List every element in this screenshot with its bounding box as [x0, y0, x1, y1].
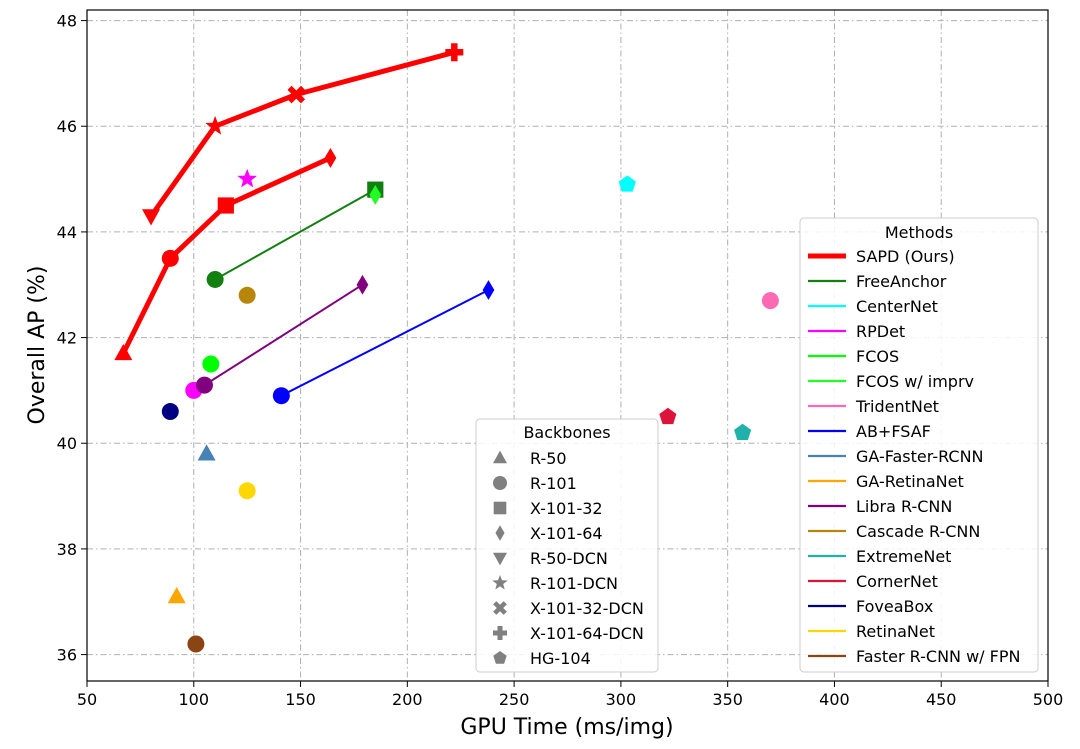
ga-faster-rcnn-r-50-point — [197, 444, 216, 461]
y-tick-label: 44 — [57, 223, 77, 242]
ab-fsaf-line — [280, 289, 489, 397]
legend-label-x-101-64-dcn: X-101-64-DCN — [530, 624, 644, 643]
rpdet-r-101-dcn-point — [237, 168, 257, 188]
y-axis-title: Overall AP (%) — [25, 266, 50, 425]
ga-retinanet-r-50-point — [167, 587, 186, 604]
legend-label-fcos-w-imprv: FCOS w/ imprv — [856, 372, 974, 391]
series-lines — [121, 49, 489, 397]
legend-marker-hg-104 — [493, 651, 507, 664]
x-tick-label: 400 — [819, 690, 850, 709]
legend-label-x-101-64: X-101-64 — [530, 524, 603, 543]
foveabox-r-101-point — [161, 403, 179, 421]
legend-marker-r-50-dcn — [493, 552, 507, 566]
extremenet-hg-104-point — [734, 423, 752, 440]
faster-r-cnn-w-fpn-r-101-point — [187, 635, 205, 653]
sapd-ours-x-101-32-point — [217, 197, 234, 214]
x-tick-label: 200 — [392, 690, 423, 709]
ab-fsaf-r-101-point — [272, 387, 290, 405]
x-tick-label: 500 — [1033, 690, 1064, 709]
sapd-ours-r-101-dcn-point — [205, 115, 225, 135]
backbones-legend: Backbones R-50 R-101 X-101-32 X-101-64 R-50-… — [475, 418, 659, 673]
y-tick-label: 46 — [57, 117, 77, 136]
sapd-ours-x-101-64-point — [324, 148, 337, 168]
legend-label-cascade-r-cnn: Cascade R-CNN — [856, 522, 980, 541]
legend-marker-x-101-64-dcn — [493, 626, 507, 640]
sapd-ours-line — [149, 49, 455, 218]
legend-label-ga-retinanet: GA-RetinaNet — [856, 472, 964, 491]
legend-label-extremenet: ExtremeNet — [856, 547, 951, 566]
sapd-ours-r-50-dcn-point — [142, 209, 161, 226]
libra-r-cnn-x-101-64-point — [356, 274, 369, 295]
x-axis-title: GPU Time (ms/img) — [460, 715, 673, 740]
x-tick-label: 350 — [712, 690, 743, 709]
sapd-ours-x-101-64-dcn-point — [445, 43, 464, 62]
retinanet-r-101-point — [238, 482, 256, 500]
legend-label-retinanet: RetinaNet — [856, 622, 935, 641]
legend-label-r-101-dcn: R-101-DCN — [530, 574, 618, 593]
fcos-r-101-point — [202, 355, 220, 373]
centernet-hg-104-point — [618, 175, 636, 192]
y-tick-label: 38 — [57, 540, 77, 559]
legend-label-x-101-32: X-101-32 — [530, 499, 603, 518]
legend-label-r-50-dcn: R-50-DCN — [530, 549, 608, 568]
sapd-ours-r-50-point — [114, 343, 133, 361]
methods-legend: Methods SAPD (Ours) FreeAnchor CenterNet RP… — [799, 217, 1039, 673]
series-markers — [114, 43, 779, 653]
legend-label-libra-r-cnn: Libra R-CNN — [856, 497, 952, 516]
y-tick-label: 42 — [57, 329, 77, 348]
legend-label-r-50: R-50 — [530, 449, 567, 468]
sapd-ours-x-101-32-dcn-point — [287, 85, 306, 104]
x-tick-label: 450 — [926, 690, 957, 709]
methods-legend-items: SAPD (Ours) FreeAnchor CenterNet RPDet FCOS F… — [808, 247, 1020, 666]
backbones-legend-box — [475, 418, 659, 673]
cascade-r-cnn-r-101-point — [238, 286, 256, 304]
x-tick-label: 100 — [179, 690, 210, 709]
sapd-ours-line — [121, 155, 332, 355]
legend-marker-x-101-64 — [495, 525, 505, 541]
legend-marker-r-101-dcn — [492, 575, 508, 590]
sapd-ours-r-101-point — [161, 249, 179, 267]
y-tick-label: 36 — [57, 646, 77, 665]
x-tick-label: 50 — [77, 690, 97, 709]
axis-ticks: 50 100 150 200 250 300 350 400 450 500 36 38 40 42 44 4… — [57, 12, 1064, 709]
y-tick-label: 48 — [57, 12, 77, 31]
methods-legend-box — [799, 217, 1039, 673]
tridentnet-r-101-point — [761, 292, 779, 310]
legend-label-hg-104: HG-104 — [530, 649, 591, 668]
cornernet-hg-104-point — [659, 407, 677, 425]
freeanchor-r-101-point — [206, 270, 224, 288]
legend-label-sapd-ours: SAPD (Ours) — [856, 247, 955, 266]
libra-r-cnn-r-101-point — [195, 376, 213, 394]
legend-label-freeanchor: FreeAnchor — [856, 272, 947, 291]
legend-marker-r-101 — [493, 476, 507, 490]
legend-label-centernet: CenterNet — [856, 297, 938, 316]
legend-label-x-101-32-dcn: X-101-32-DCN — [530, 599, 644, 618]
legend-label-tridentnet: TridentNet — [855, 397, 939, 416]
x-tick-label: 250 — [499, 690, 530, 709]
plot-frame — [86, 9, 1049, 682]
legend-marker-r-50 — [493, 450, 507, 464]
legend-label-r-101: R-101 — [530, 474, 577, 493]
fcos-w-imprv-x-101-64-point — [369, 185, 382, 205]
x-tick-label: 300 — [606, 690, 637, 709]
y-tick-label: 40 — [57, 434, 77, 453]
backbones-legend-title: Backbones — [523, 423, 610, 442]
legend-label-ab-fsaf: AB+FSAF — [856, 422, 931, 441]
legend-label-foveabox: FoveaBox — [856, 597, 933, 616]
freeanchor-line — [214, 188, 376, 281]
legend-label-fcos: FCOS — [856, 347, 899, 366]
legend-label-cornernet: CornerNet — [856, 572, 938, 591]
legend-label-ga-faster-rcnn: GA-Faster-RCNN — [856, 447, 984, 466]
x-tick-label: 150 — [285, 690, 316, 709]
legend-marker-x-101-32 — [493, 501, 507, 515]
legend-marker-x-101-32-dcn — [493, 601, 507, 615]
backbones-legend-items: R-50 R-101 X-101-32 X-101-64 R-50-DCN R-101-D… — [492, 449, 644, 668]
ab-fsaf-x-101-64-point — [482, 280, 495, 300]
legend-label-faster-r-cnn-w-fpn: Faster R-CNN w/ FPN — [856, 647, 1020, 666]
methods-legend-title: Methods — [885, 223, 953, 242]
legend-label-rpdet: RPDet — [856, 322, 905, 341]
libra-r-cnn-line — [203, 283, 364, 386]
